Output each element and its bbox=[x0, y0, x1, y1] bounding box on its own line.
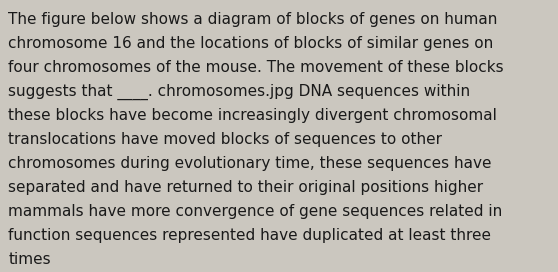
Text: chromosome 16 and the locations of blocks of similar genes on: chromosome 16 and the locations of block… bbox=[8, 36, 494, 51]
Text: function sequences represented have duplicated at least three: function sequences represented have dupl… bbox=[8, 228, 492, 243]
Text: The figure below shows a diagram of blocks of genes on human: The figure below shows a diagram of bloc… bbox=[8, 12, 498, 27]
Text: separated and have returned to their original positions higher: separated and have returned to their ori… bbox=[8, 180, 483, 195]
Text: times: times bbox=[8, 252, 51, 267]
Text: mammals have more convergence of gene sequences related in: mammals have more convergence of gene se… bbox=[8, 204, 503, 219]
Text: these blocks have become increasingly divergent chromosomal: these blocks have become increasingly di… bbox=[8, 108, 497, 123]
Text: chromosomes during evolutionary time, these sequences have: chromosomes during evolutionary time, th… bbox=[8, 156, 492, 171]
Text: translocations have moved blocks of sequences to other: translocations have moved blocks of sequ… bbox=[8, 132, 442, 147]
Text: suggests that ____. chromosomes.jpg DNA sequences within: suggests that ____. chromosomes.jpg DNA … bbox=[8, 84, 470, 100]
Text: four chromosomes of the mouse. The movement of these blocks: four chromosomes of the mouse. The movem… bbox=[8, 60, 504, 75]
